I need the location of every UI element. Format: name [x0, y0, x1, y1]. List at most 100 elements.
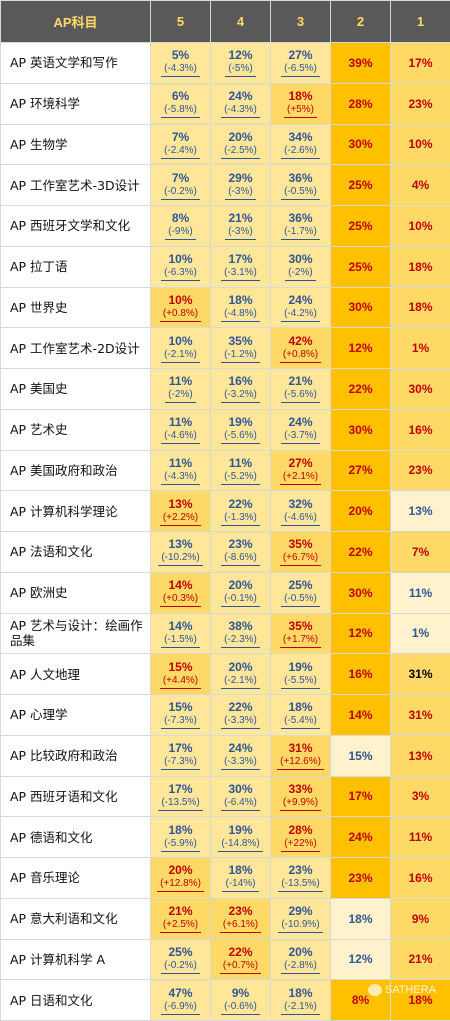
percent-value: 10%: [408, 219, 432, 233]
score-5-cell: 10%(-2.1%): [151, 328, 211, 369]
score-4-cell: 24%(-4.3%): [211, 83, 271, 124]
score-4-cell: 22%(-1.3%): [211, 491, 271, 532]
score-5-cell: 11%(-2%): [151, 369, 211, 410]
score-3-cell: 31%(+12.6%): [271, 735, 331, 776]
percent-value: 24%: [228, 741, 252, 755]
change-value: (-6.9%): [161, 1001, 200, 1015]
percent-value: 19%: [228, 415, 252, 429]
percent-value: 23%: [288, 863, 312, 877]
percent-value: 29%: [288, 904, 312, 918]
percent-value: 39%: [348, 56, 372, 70]
score-3-cell: 35%(+1.7%): [271, 613, 331, 654]
percent-value: 30%: [288, 252, 312, 266]
change-value: (-3.3%): [221, 715, 260, 729]
score-4-cell: 21%(-3%): [211, 206, 271, 247]
score-3-cell: 25%(-0.5%): [271, 572, 331, 613]
score-1-cell: 18%: [391, 287, 450, 328]
subject-cell: AP 法语和文化: [1, 532, 151, 573]
percent-value: 18%: [288, 700, 312, 714]
change-value: (+6.7%): [280, 552, 321, 566]
change-value: (+4.4%): [160, 675, 201, 689]
score-4-cell: 35%(-1.2%): [211, 328, 271, 369]
percent-value: 33%: [288, 782, 312, 796]
score-2-cell: 12%: [331, 939, 391, 980]
change-value: (-3.3%): [221, 756, 260, 770]
percent-value: 19%: [228, 823, 252, 837]
percent-value: 18%: [408, 300, 432, 314]
score-3-cell: 27%(-6.5%): [271, 43, 331, 84]
score-5-cell: 8%(-9%): [151, 206, 211, 247]
percent-value: 25%: [168, 945, 192, 959]
percent-value: 1%: [412, 626, 429, 640]
score-4-cell: 9%(-0.6%): [211, 980, 271, 1021]
percent-value: 27%: [288, 48, 312, 62]
change-value: (+1.7%): [280, 634, 321, 648]
change-value: (-4.3%): [221, 104, 260, 118]
header-score-5: 5: [151, 1, 211, 43]
score-1-cell: 31%: [391, 695, 450, 736]
percent-value: 36%: [288, 171, 312, 185]
percent-value: 35%: [228, 334, 252, 348]
percent-value: 25%: [348, 219, 372, 233]
score-1-cell: 13%: [391, 735, 450, 776]
score-1-cell: 16%: [391, 858, 450, 899]
percent-value: 13%: [168, 537, 192, 551]
percent-value: 22%: [228, 497, 252, 511]
score-2-cell: 12%: [331, 613, 391, 654]
percent-value: 15%: [168, 660, 192, 674]
score-2-cell: 22%: [331, 532, 391, 573]
change-value: (-7.3%): [161, 756, 200, 770]
percent-value: 19%: [288, 660, 312, 674]
change-value: (-2.4%): [161, 145, 200, 159]
score-1-cell: 1%: [391, 613, 450, 654]
change-value: (-4.3%): [161, 471, 200, 485]
subject-cell: AP 西班牙语和文化: [1, 776, 151, 817]
percent-value: 22%: [348, 382, 372, 396]
change-value: (-5.6%): [221, 430, 260, 444]
score-5-cell: 11%(-4.6%): [151, 409, 211, 450]
header-score-3: 3: [271, 1, 331, 43]
change-value: (-8.6%): [221, 552, 260, 566]
score-4-cell: 29%(-3%): [211, 165, 271, 206]
percent-value: 10%: [408, 137, 432, 151]
score-5-cell: 11%(-4.3%): [151, 450, 211, 491]
percent-value: 16%: [408, 423, 432, 437]
percent-value: 11%: [169, 374, 192, 388]
change-value: (-2.1%): [161, 349, 200, 363]
change-value: (-14%): [222, 878, 258, 892]
score-2-cell: 17%: [331, 776, 391, 817]
percent-value: 16%: [228, 374, 252, 388]
percent-value: 32%: [288, 497, 312, 511]
subject-cell: AP 美国政府和政治: [1, 450, 151, 491]
percent-value: 18%: [168, 823, 192, 837]
change-value: (-5.6%): [281, 389, 320, 403]
subject-cell: AP 英语文学和写作: [1, 43, 151, 84]
percent-value: 20%: [228, 130, 252, 144]
percent-value: 20%: [228, 660, 252, 674]
score-3-cell: 27%(+2.1%): [271, 450, 331, 491]
percent-value: 22%: [228, 945, 252, 959]
percent-value: 16%: [408, 871, 432, 885]
change-value: (-5.8%): [161, 104, 200, 118]
score-3-cell: 30%(-2%): [271, 246, 331, 287]
score-2-cell: 16%: [331, 654, 391, 695]
percent-value: 21%: [408, 952, 432, 966]
change-value: (-3.2%): [221, 389, 260, 403]
header-row: AP科目 5 4 3 2 1: [1, 1, 450, 43]
percent-value: 30%: [348, 300, 372, 314]
score-2-cell: 25%: [331, 165, 391, 206]
score-5-cell: 7%(-0.2%): [151, 165, 211, 206]
percent-value: 24%: [348, 830, 372, 844]
percent-value: 3%: [412, 789, 429, 803]
percent-value: 23%: [228, 537, 252, 551]
change-value: (-4.3%): [161, 63, 200, 77]
percent-value: 25%: [288, 578, 312, 592]
percent-value: 25%: [348, 178, 372, 192]
percent-value: 35%: [288, 537, 312, 551]
change-value: (-1.2%): [221, 349, 260, 363]
change-value: (-4.8%): [221, 308, 260, 322]
